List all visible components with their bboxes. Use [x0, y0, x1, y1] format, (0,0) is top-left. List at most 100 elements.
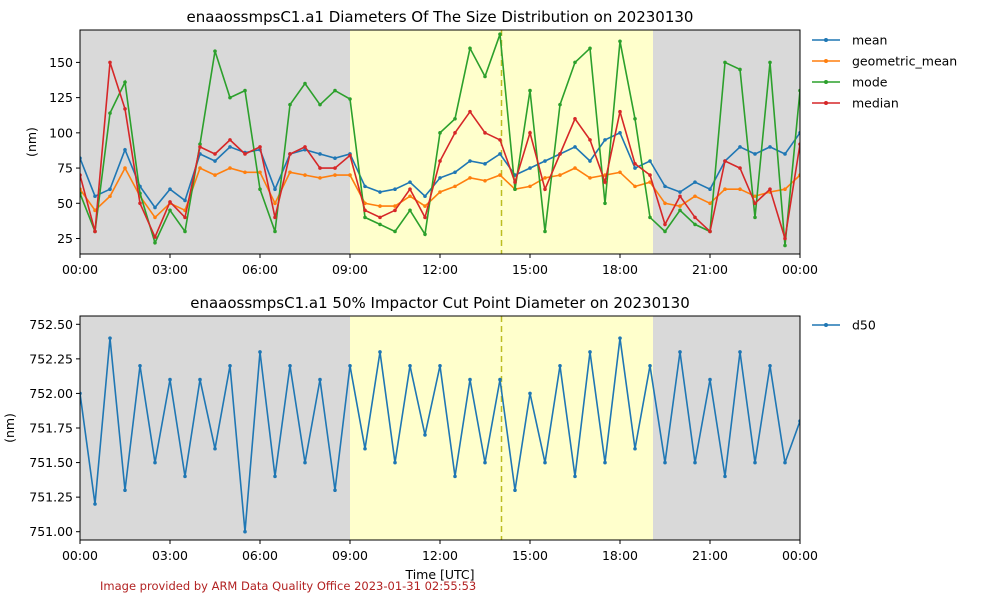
y-tick-label: 150: [49, 55, 73, 70]
data-point-median: [243, 152, 247, 156]
y-tick-label: 751.00: [29, 524, 73, 539]
data-point-mode: [183, 229, 187, 234]
data-point-mode: [363, 215, 367, 220]
data-point-mean: [93, 194, 97, 199]
x-tick-label: 21:00: [692, 262, 728, 277]
x-tick-label: 12:00: [422, 548, 458, 563]
legend-label: mode: [852, 75, 888, 90]
data-point-d50: [123, 488, 127, 493]
y-tick-label: 752.50: [29, 317, 73, 332]
data-point-median: [663, 222, 667, 227]
data-point-median: [168, 200, 172, 204]
data-point-median: [288, 152, 292, 156]
x-axis-label: Time [UTC]: [404, 567, 474, 582]
data-point-d50: [363, 446, 367, 451]
data-point-geometric_mean: [408, 194, 412, 199]
series-geometric_mean: [80, 166, 800, 220]
data-point-mode: [378, 222, 382, 227]
data-point-median: [93, 229, 97, 234]
data-point-mode: [528, 88, 532, 93]
data-point-geometric_mean: [738, 187, 742, 191]
data-point-d50: [183, 474, 187, 479]
data-point-mode: [513, 187, 517, 191]
x-tick-label: 15:00: [512, 548, 548, 563]
data-point-d50: [678, 350, 682, 354]
chart-title: enaaossmpsC1.a1 Diameters Of The Size Di…: [187, 8, 694, 26]
data-point-median: [513, 180, 517, 184]
footer-credit: Image provided by ARM Data Quality Offic…: [100, 579, 476, 593]
data-point-mode: [618, 39, 622, 44]
series-d50: [80, 336, 800, 534]
legend-entry-mean: mean: [812, 33, 887, 48]
data-point-mean: [753, 152, 757, 156]
night-shading: [80, 30, 350, 254]
data-point-geometric_mean: [588, 176, 592, 180]
data-point-geometric_mean: [333, 173, 337, 177]
data-point-mean: [573, 145, 577, 149]
data-point-mean: [633, 166, 637, 170]
data-point-mode: [558, 102, 562, 107]
x-tick-label: 18:00: [602, 548, 638, 563]
data-point-mean: [498, 152, 502, 156]
data-point-mode: [273, 229, 277, 234]
data-point-median: [423, 215, 427, 220]
data-point-median: [138, 201, 142, 206]
data-point-mean: [708, 187, 712, 191]
data-point-median: [183, 215, 187, 220]
x-tick-label: 09:00: [332, 262, 368, 277]
data-point-median: [153, 235, 157, 239]
data-point-d50: [348, 363, 352, 368]
data-point-median: [603, 180, 607, 184]
data-point-mode: [348, 97, 352, 101]
x-tick-label: 00:00: [62, 262, 98, 277]
data-point-median: [528, 131, 532, 135]
data-point-geometric_mean: [693, 194, 697, 199]
data-point-d50: [558, 363, 562, 368]
y-axis-label: (nm): [2, 413, 17, 443]
data-point-geometric_mean: [213, 173, 217, 177]
y-tick-label: 25: [57, 231, 73, 246]
data-point-median: [783, 236, 787, 241]
data-point-geometric_mean: [543, 176, 547, 180]
data-point-median: [213, 152, 217, 156]
data-point-geometric_mean: [558, 173, 562, 177]
data-point-geometric_mean: [663, 201, 667, 206]
data-point-mean: [588, 159, 592, 163]
x-tick-label: 00:00: [782, 548, 818, 563]
data-point-mean: [693, 180, 697, 184]
data-point-mode: [438, 131, 442, 135]
x-tick-label: 00:00: [62, 548, 98, 563]
data-point-d50: [93, 502, 97, 506]
series-mode: [80, 32, 800, 248]
data-point-mean: [183, 198, 187, 203]
data-point-mode: [483, 74, 487, 79]
x-tick-label: 03:00: [152, 548, 188, 563]
data-point-geometric_mean: [288, 170, 292, 175]
data-point-geometric_mean: [93, 208, 97, 213]
data-point-d50: [228, 363, 232, 368]
legend-swatch-marker: [824, 59, 828, 63]
data-point-median: [648, 173, 652, 177]
data-point-d50: [153, 460, 157, 465]
data-point-d50: [273, 474, 277, 479]
y-tick-label: 752.00: [29, 386, 73, 401]
data-point-geometric_mean: [708, 201, 712, 206]
data-point-geometric_mean: [108, 194, 112, 199]
data-point-mean: [213, 159, 217, 163]
x-tick-label: 12:00: [422, 262, 458, 277]
x-tick-label: 00:00: [782, 262, 818, 277]
data-point-mode: [318, 102, 322, 107]
data-point-mode: [243, 88, 247, 93]
data-point-d50: [138, 363, 142, 368]
data-point-mode: [168, 208, 172, 213]
data-point-geometric_mean: [303, 173, 307, 177]
data-point-mode: [693, 222, 697, 227]
data-point-d50: [753, 460, 757, 465]
data-point-median: [678, 194, 682, 199]
data-point-mode: [648, 215, 652, 220]
legend-label: d50: [852, 318, 876, 333]
data-point-geometric_mean: [723, 187, 727, 191]
data-point-median: [408, 187, 412, 191]
data-point-d50: [543, 460, 547, 465]
data-point-mean: [168, 187, 172, 191]
